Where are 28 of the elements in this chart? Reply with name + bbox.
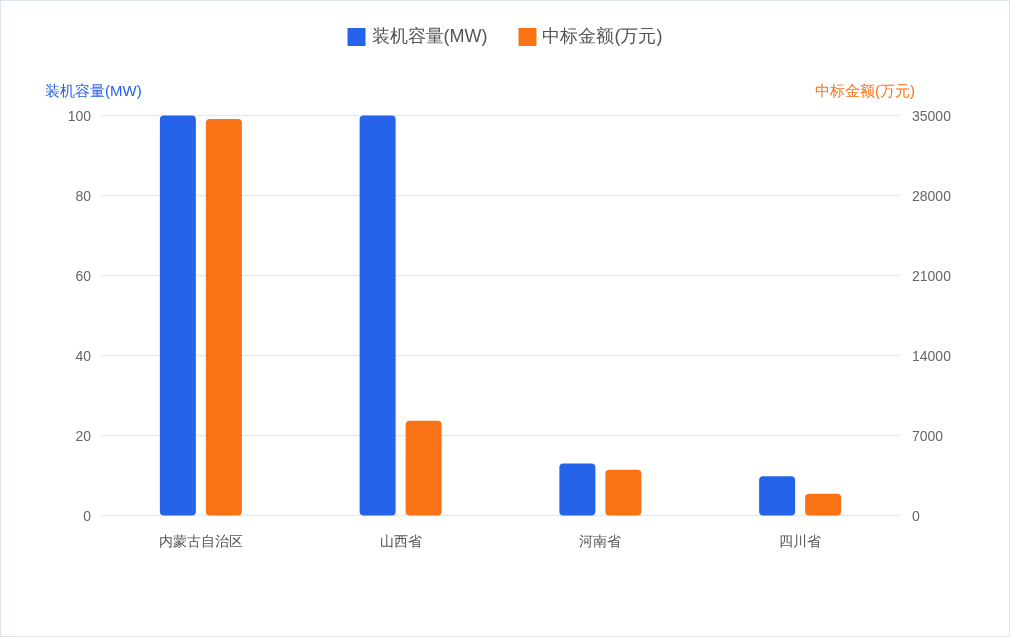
y-tick-label: 80 [75, 187, 92, 204]
bar [605, 469, 642, 516]
y-tick-label: 20 [75, 427, 92, 444]
bar [559, 463, 596, 516]
y2-tick-label: 0 [912, 507, 920, 524]
x-tick-label: 河南省 [579, 533, 622, 549]
bar [159, 115, 196, 516]
y2-tick-label: 7000 [912, 427, 944, 444]
y-tick-label: 100 [67, 107, 92, 124]
y-tick-label: 60 [75, 267, 92, 284]
y2-tick-label: 14000 [912, 347, 952, 364]
x-tick-label: 内蒙古自治区 [158, 533, 243, 549]
y-axis-title: 装机容量(MW) [45, 82, 142, 99]
x-tick-label: 山西省 [379, 533, 422, 549]
bar [405, 420, 442, 516]
bar [759, 476, 796, 516]
bar [205, 118, 242, 516]
y2-tick-label: 28000 [912, 187, 952, 204]
y2-tick-label: 35000 [912, 107, 952, 124]
y2-tick-label: 21000 [912, 267, 952, 284]
x-tick-label: 四川省 [779, 533, 822, 549]
y2-axis-title: 中标金额(万元) [815, 82, 915, 99]
bar [805, 493, 842, 516]
legend-label: 装机容量(MW) [371, 26, 488, 46]
bar [359, 115, 396, 516]
y-tick-label: 40 [75, 347, 92, 364]
y-tick-label: 0 [83, 507, 92, 524]
legend-label: 中标金额(万元) [542, 26, 663, 46]
